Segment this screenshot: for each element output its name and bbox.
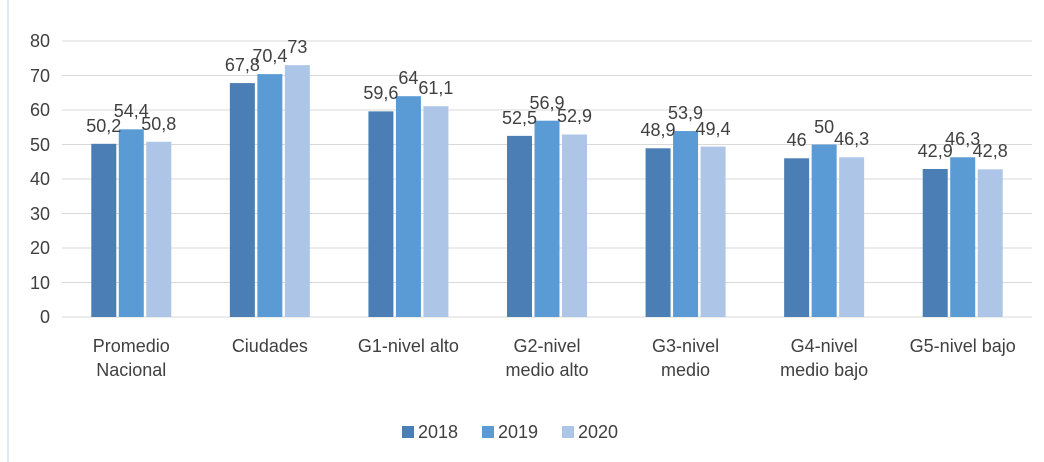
x-tick-label: Ciudades — [231, 336, 308, 356]
data-label: 67,8 — [224, 55, 260, 76]
data-label: 50,8 — [141, 113, 177, 134]
x-tick-label: G1-nivel alto — [357, 336, 459, 356]
data-label: 52,5 — [501, 107, 538, 128]
x-tick-label: G2-nivel medio alto — [505, 336, 589, 380]
bar — [784, 158, 810, 317]
bar — [811, 144, 837, 317]
bar — [977, 169, 1003, 317]
data-label: 59,6 — [363, 83, 399, 104]
bar — [284, 65, 310, 318]
y-tick-label: 30 — [29, 203, 50, 224]
legend-label: 2019 — [498, 422, 539, 442]
bar — [562, 134, 587, 317]
data-label: 46,3 — [945, 129, 981, 150]
bar — [922, 168, 948, 317]
data-label: 56,9 — [529, 92, 565, 113]
bar — [839, 157, 865, 317]
data-label: 50 — [814, 116, 835, 137]
bar — [257, 74, 283, 318]
bar — [118, 129, 144, 317]
bar — [700, 146, 726, 317]
y-tick-label: 0 — [39, 307, 50, 327]
data-label: 42,9 — [917, 140, 953, 161]
data-label: 50,2 — [86, 115, 122, 136]
x-tick-label: G3-nivel medio — [652, 336, 720, 380]
data-label: 52,9 — [556, 106, 593, 127]
bar — [673, 131, 699, 317]
data-label: 54,4 — [113, 101, 149, 122]
bar — [229, 83, 255, 317]
y-tick-label: 70 — [29, 65, 50, 86]
legend-label: 2020 — [578, 422, 619, 442]
chart-border — [7, 0, 9, 462]
data-label: 61,1 — [418, 78, 454, 99]
legend-swatch — [402, 426, 414, 438]
x-tick-label: G5-nivel bajo — [909, 336, 1016, 356]
bar — [91, 143, 117, 317]
bar — [395, 96, 421, 317]
data-label: 49,4 — [695, 118, 731, 139]
data-label: 73 — [287, 37, 308, 58]
bar — [950, 157, 976, 317]
bar — [534, 120, 560, 317]
data-label: 42,8 — [972, 141, 1008, 162]
legend-swatch — [562, 426, 574, 438]
data-label: 70,4 — [252, 46, 288, 67]
data-label: 64 — [398, 68, 419, 89]
legend-label: 2018 — [418, 422, 459, 442]
data-label: 48,9 — [640, 120, 676, 141]
y-tick-label: 40 — [29, 169, 50, 189]
y-tick-label: 60 — [29, 100, 50, 120]
bar — [146, 141, 172, 317]
data-label: 46,3 — [834, 129, 870, 150]
bar — [507, 135, 532, 317]
x-tick-label: G4-nivel medio bajo — [780, 336, 869, 380]
bar — [423, 106, 449, 317]
y-tick-label: 80 — [29, 31, 50, 51]
data-label: 46 — [786, 130, 807, 151]
bar — [645, 148, 671, 317]
x-tick-label: Promedio Nacional — [92, 336, 170, 380]
y-tick-label: 20 — [29, 238, 50, 258]
data-label: 53,9 — [668, 103, 704, 124]
y-tick-label: 10 — [29, 272, 50, 293]
legend-swatch — [482, 426, 494, 438]
bar — [368, 111, 394, 317]
y-tick-label: 50 — [29, 134, 50, 155]
